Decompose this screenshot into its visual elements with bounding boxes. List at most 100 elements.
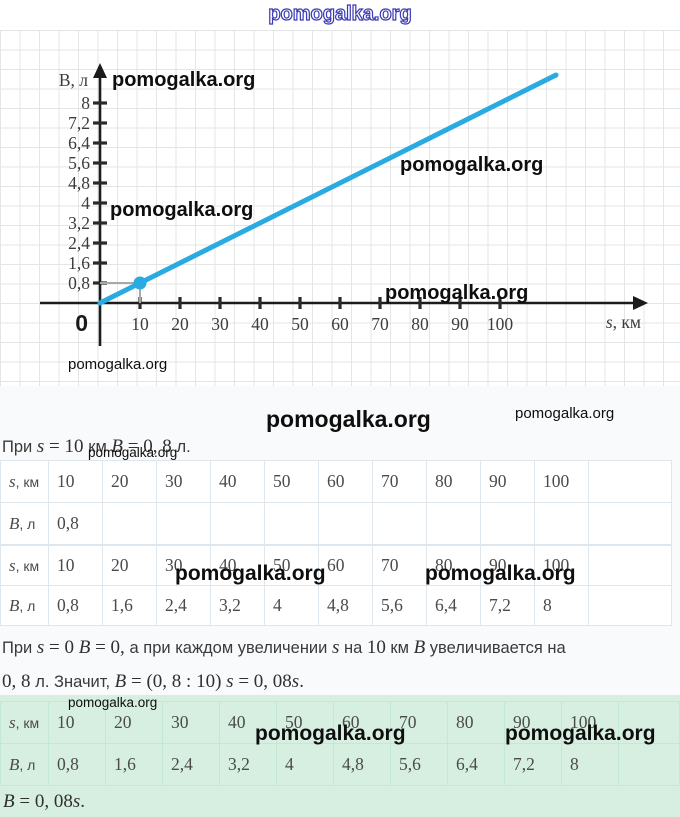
- row-label: B, л: [0, 502, 49, 545]
- math-segment: B: [111, 436, 123, 457]
- watermark: pomogalka.org: [112, 69, 256, 91]
- table-cell: 80: [426, 460, 481, 503]
- table-cell: 60: [318, 460, 373, 503]
- text-segment: км: [385, 639, 414, 657]
- math-segment: = 0, 08: [233, 671, 292, 692]
- table-row: B, л 0,8: [0, 502, 672, 545]
- table-cell: 1,6: [102, 585, 157, 626]
- text-segment: км: [88, 438, 112, 456]
- table-cell: 30: [162, 701, 220, 744]
- y-tick-label: 6,4: [68, 133, 90, 153]
- table-cell: 4: [264, 585, 319, 626]
- row-label-unit: , км: [15, 474, 40, 490]
- row-label-variable: s: [9, 472, 16, 491]
- table-cell: 10: [48, 545, 103, 586]
- row-label-unit: , л: [19, 598, 36, 614]
- table-values-complete: s, км 10 20 30 40 50 60 70 80 90 100 B, л 0,8 1,6 2,4 3…: [0, 545, 672, 626]
- table-cell: 90: [504, 701, 562, 744]
- math-segment: B: [413, 637, 426, 658]
- marked-point: [133, 276, 147, 290]
- table-row: s, км 10 20 30 40 50 60 70 80 90 100: [0, 545, 672, 586]
- y-tick-label: 3,2: [68, 213, 90, 233]
- math-segment: s: [291, 671, 300, 692]
- math-segment: s: [36, 637, 45, 658]
- table-row: s, км 10 20 30 40 50 60 70 80 90 100: [0, 701, 680, 744]
- table-cell: 40: [210, 545, 265, 586]
- math-segment: s: [36, 436, 45, 457]
- table-cell: 70: [372, 545, 427, 586]
- row-label-variable: B: [9, 514, 20, 533]
- row-label-variable: s: [9, 713, 16, 732]
- table-cell: [534, 502, 589, 545]
- math-segment: s: [72, 791, 81, 812]
- y-tick-label: 0,8: [68, 273, 90, 293]
- y-tick-label: 7,2: [68, 113, 90, 133]
- table-cell: 4,8: [318, 585, 373, 626]
- table-cell: 60: [318, 545, 373, 586]
- table-cell-empty: [588, 502, 672, 545]
- table-cell: 40: [210, 460, 265, 503]
- row-label: s, км: [0, 545, 49, 586]
- graph-canvas: 10 20 30 40 50 60 70 80 90 1000,81,62,43,244,85,6…: [40, 63, 648, 346]
- watermark: pomogalka.org: [110, 199, 254, 221]
- y-axis-title: В, л: [59, 70, 88, 90]
- watermark: pomogalka.org: [505, 722, 656, 745]
- table-cell: [426, 502, 481, 545]
- watermark: pomogalka.org: [268, 3, 413, 25]
- table-cell: 10: [48, 460, 103, 503]
- table-cell: 0,8: [48, 743, 106, 786]
- table-cell: 8: [534, 585, 589, 626]
- table-cell: 4,8: [333, 743, 391, 786]
- x-axis-title: s, км: [606, 312, 641, 332]
- table-cell: 5,6: [390, 743, 448, 786]
- math-segment: s: [226, 671, 234, 692]
- row-label-unit: , км: [15, 558, 40, 574]
- math-segment: = 0, 8: [122, 436, 177, 457]
- table-cell: 2,4: [162, 743, 220, 786]
- statement-intro: При s = 10 км B = 0, 8 л.: [2, 436, 191, 458]
- final-formula: B = 0, 08s.: [3, 791, 85, 813]
- table-row: B, л 0,8 1,6 2,4 3,2 4 4,8 5,6 6,4 7,2 8: [0, 585, 672, 626]
- math-segment: B: [114, 671, 127, 692]
- math-segment: B: [78, 637, 91, 658]
- y-axis-arrow: [93, 63, 107, 78]
- table-row: s, км 10 20 30 40 50 60 70 80 90 100: [0, 460, 672, 503]
- x-tick-label: 50: [291, 314, 309, 334]
- row-label: s, км: [0, 701, 49, 744]
- table-cell: [102, 502, 157, 545]
- row-label-unit: , л: [19, 516, 36, 532]
- table-cell: [210, 502, 265, 545]
- text-segment: л.: [176, 438, 191, 456]
- table-cell: 100: [534, 460, 589, 503]
- table-cell: 80: [426, 545, 481, 586]
- x-tick-label: 80: [411, 314, 429, 334]
- y-tick-label: 8: [81, 93, 90, 113]
- table-values-answer: s, км 10 20 30 40 50 60 70 80 90 100 B, л 0,8 1,6 2,4 3…: [0, 701, 680, 786]
- table-cell: 2,4: [156, 585, 211, 626]
- table-cell: 20: [102, 460, 157, 503]
- table-row: B, л 0,8 1,6 2,4 3,2 4 4,8 5,6 6,4 7,2 8: [0, 743, 680, 786]
- table-cell: 7,2: [504, 743, 562, 786]
- math-segment: .: [80, 791, 85, 812]
- row-label: B, л: [0, 743, 49, 786]
- function-line: [97, 72, 559, 306]
- watermark: pomogalka.org: [425, 562, 576, 585]
- watermark: pomogalka.org: [515, 405, 615, 422]
- explanation-line-1: При s = 0 B = 0, а при каждом увеличении…: [2, 637, 566, 659]
- top-band: pomogalka.org: [0, 0, 680, 30]
- table-cell-empty: [618, 743, 680, 786]
- math-segment: = 0, 08: [14, 791, 73, 812]
- table-cell-empty: [618, 701, 680, 744]
- math-segment: s: [331, 637, 340, 658]
- explanation-line-2: 0, 8 л. Значит, B = (0, 8 : 10) s = 0, 0…: [2, 671, 304, 693]
- row-label-unit: , л: [19, 757, 36, 773]
- table-cell-empty: [588, 545, 672, 586]
- table-cell: 6,4: [447, 743, 505, 786]
- table-cell: 3,2: [210, 585, 265, 626]
- y-tick-label: 2,4: [68, 233, 90, 253]
- table-cell-empty: [588, 460, 672, 503]
- watermark: pomogalka.org: [68, 356, 168, 373]
- table-cell: 3,2: [219, 743, 277, 786]
- watermark: pomogalka.org: [255, 722, 406, 745]
